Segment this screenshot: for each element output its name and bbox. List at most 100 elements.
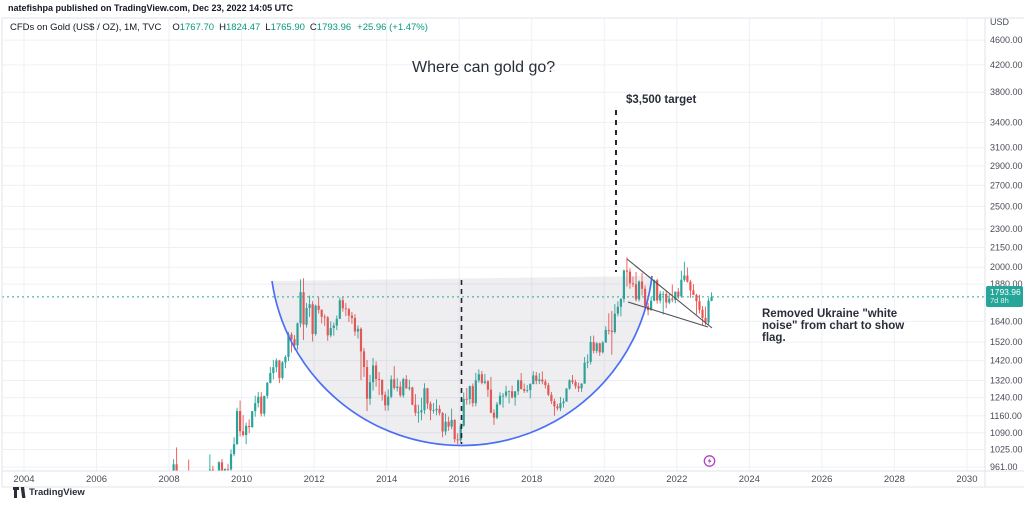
candle-body xyxy=(689,281,692,291)
publish-attribution: natefishpa published on TradingView.com,… xyxy=(8,3,294,13)
candle-body xyxy=(532,375,535,385)
candle-body xyxy=(622,270,626,299)
candle-body xyxy=(206,477,208,491)
candle-body xyxy=(257,396,260,404)
candle-body xyxy=(477,374,480,381)
open-label: O xyxy=(172,22,180,33)
candle-body xyxy=(535,375,538,381)
candle-body xyxy=(317,305,320,310)
candle-body xyxy=(474,380,477,404)
price-tick-label: 3400.00 xyxy=(990,118,1023,128)
candle-body xyxy=(520,380,523,389)
candle-body xyxy=(580,383,583,389)
price-tick-label: 1025.00 xyxy=(990,445,1023,455)
candle-body xyxy=(242,431,245,436)
candle-body xyxy=(347,309,350,316)
note-annotation[interactable]: Removed Ukraine "white noise" from chart… xyxy=(762,308,904,344)
candle-body xyxy=(293,339,296,346)
price-tick-label: 1320.00 xyxy=(990,376,1023,386)
candle-body xyxy=(191,480,193,506)
candle-body xyxy=(514,391,517,398)
candle-body xyxy=(278,360,281,378)
candle-body xyxy=(634,284,638,300)
candle-body xyxy=(574,381,577,387)
candle-body xyxy=(492,412,496,418)
tradingview-watermark[interactable]: TradingView xyxy=(13,487,85,498)
candle-body xyxy=(456,439,459,441)
candle-body xyxy=(387,396,390,406)
candle-body xyxy=(637,281,641,300)
candle-body xyxy=(438,408,441,413)
low-value: 1765.90 xyxy=(270,22,305,33)
candle-body xyxy=(378,379,381,380)
year-tick-label: 2030 xyxy=(956,474,977,485)
candle-body xyxy=(553,401,556,407)
candle-body xyxy=(462,398,465,426)
price-tick-label: 3800.00 xyxy=(990,87,1023,97)
cup-arc[interactable] xyxy=(271,275,653,447)
low-label: L xyxy=(265,22,271,33)
price-tick-label: 2000.00 xyxy=(990,262,1023,272)
last-price-value: 1793.96 xyxy=(990,287,1021,298)
price-tick-label: 2900.00 xyxy=(990,161,1023,171)
year-tick-label: 2026 xyxy=(811,474,832,485)
candle-body xyxy=(598,343,601,353)
candle-body xyxy=(507,391,511,393)
last-price-badge[interactable]: 1793.96 7d 8h xyxy=(986,286,1023,308)
candle-body xyxy=(275,360,278,368)
candle-body xyxy=(504,391,508,396)
price-tick-label: 2150.00 xyxy=(990,243,1023,253)
price-tick-label: 2700.00 xyxy=(990,180,1023,190)
candle-body xyxy=(656,280,659,301)
price-tick-label: 2300.00 xyxy=(990,224,1023,234)
high-label: H xyxy=(219,22,226,33)
candle-body xyxy=(254,403,257,412)
flag-upper-trendline[interactable] xyxy=(626,258,713,329)
candle-body xyxy=(577,386,580,389)
candle-body xyxy=(384,394,387,406)
note-line-2: noise" from chart to show xyxy=(762,320,905,332)
candle-body xyxy=(586,361,589,363)
price-tick-label: 1420.00 xyxy=(990,356,1023,366)
candle-body xyxy=(235,411,239,445)
candle-body xyxy=(226,469,230,470)
candle-body xyxy=(501,395,505,397)
candle-body xyxy=(625,270,629,272)
candle-body xyxy=(326,317,329,336)
candle-body xyxy=(426,388,429,404)
event-lightning-icon[interactable] xyxy=(703,455,716,467)
flag-lower-trendline[interactable] xyxy=(627,301,709,328)
price-tick-label: 4600.00 xyxy=(990,35,1023,45)
candle-body xyxy=(323,316,326,318)
year-tick-label: 2014 xyxy=(376,474,397,485)
symbol-legend[interactable]: CFDs on Gold (US$ / OZ), 1M, TVC O1767.70… xyxy=(10,22,428,33)
year-tick-label: 2022 xyxy=(666,474,687,485)
candle-body xyxy=(483,381,486,383)
candle-body xyxy=(628,271,632,284)
candle-body xyxy=(486,381,490,390)
price-tick-label: 1640.00 xyxy=(990,316,1023,326)
chart-title-annotation[interactable]: Where can gold go? xyxy=(412,59,556,76)
axes-layer[interactable]: USD 4600.00 4200.00 3800.00 3400.00 3100.00 29… xyxy=(13,17,1022,485)
candle-body xyxy=(453,420,456,440)
candle-body xyxy=(432,410,435,411)
candle-body xyxy=(423,388,426,411)
candle-body xyxy=(296,323,299,346)
symbol-title[interactable]: CFDs on Gold (US$ / OZ), 1M, TVC xyxy=(10,22,162,33)
candle-body xyxy=(299,292,302,324)
year-tick-label: 2020 xyxy=(594,474,615,485)
price-tick-label: 961.00 xyxy=(990,462,1018,472)
candle-body xyxy=(232,444,236,455)
tradingview-logo-icon xyxy=(13,487,26,498)
price-tick-label: 1240.00 xyxy=(990,393,1023,403)
drawings-layer[interactable] xyxy=(271,110,713,447)
candle-body xyxy=(374,365,378,380)
candle-body xyxy=(707,300,710,323)
target-label-annotation[interactable]: $3,500 target xyxy=(626,94,697,106)
candle-body xyxy=(197,490,199,506)
candle-body xyxy=(245,425,248,436)
candle-body xyxy=(251,411,254,428)
candle-body xyxy=(653,280,656,301)
candle-body xyxy=(263,395,266,414)
